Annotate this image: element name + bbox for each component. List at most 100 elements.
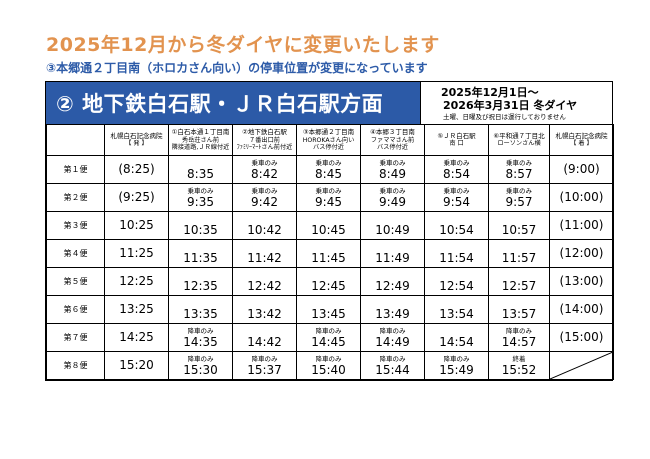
boarding-note: 乗車のみ — [187, 186, 214, 195]
boarding-note — [425, 215, 488, 223]
stop-time: 降車のみ 15:44 — [360, 351, 425, 380]
time-value: 8:45 — [315, 166, 342, 181]
time-value: 8:42 — [251, 166, 278, 181]
boarding-note: 降車のみ — [315, 326, 342, 335]
departure-time: 14:25 — [104, 323, 169, 352]
stop-time: 乗車のみ 9:35 — [168, 183, 233, 212]
stop-time: 降車のみ 15:37 — [232, 351, 297, 380]
time-value: 13:42 — [247, 306, 282, 321]
trip-row: 第２便 (9:25) 乗車のみ 9:35 乗車のみ 9:42 乗車のみ 9:45 乗車のみ 9:4… — [46, 183, 614, 212]
time-value: 9:57 — [505, 194, 533, 209]
diagonal-slash — [550, 352, 613, 379]
trip-row: 第６便 13:25 13:35 13:42 13:45 13:49 13:54 1… — [46, 295, 614, 324]
stop-time: 12:35 — [168, 267, 233, 296]
boarding-note: 乗車のみ — [443, 158, 470, 167]
stop-time: 乗車のみ 9:42 — [232, 183, 297, 212]
stop-time: 11:49 — [360, 239, 425, 268]
boarding-note: 降車のみ — [187, 326, 214, 335]
boarding-note — [233, 327, 296, 335]
boarding-note — [169, 215, 232, 223]
boarding-note — [297, 215, 360, 223]
stop-time: 乗車のみ 9:57 — [488, 183, 550, 212]
time-value: 8:35 — [187, 166, 214, 181]
boarding-note — [361, 243, 424, 251]
boarding-note — [233, 215, 296, 223]
time-value: 8:57 — [505, 166, 533, 181]
change-announcement-heading: 2025年12月から冬ダイヤに変更いたします — [46, 34, 440, 56]
arrival-time: (13:00) — [549, 267, 614, 296]
time-value: 15:30 — [183, 362, 218, 377]
timetable: 札幌白石記念病院【 発 】 ①白石本通１丁目南 秀岳荘さん前 隣接道路,ＪＲ線付近 … — [46, 124, 614, 380]
time-value: 11:57 — [501, 250, 537, 265]
trip-row: 第５便 12:25 12:35 12:42 12:45 12:49 12:54 1… — [46, 267, 614, 296]
boarding-note — [489, 243, 549, 251]
time-value: 14:54 — [439, 334, 474, 349]
time-value: 13:45 — [311, 306, 346, 321]
trip-row: 第７便 14:25 降車のみ 14:35 14:42 降車のみ 14:45 降車のみ 14:4… — [46, 323, 614, 352]
stop-time: 11:35 — [168, 239, 233, 268]
time-value: 10:49 — [375, 222, 410, 237]
boarding-note — [169, 299, 232, 307]
boarding-note — [425, 243, 488, 251]
boarding-note: 降車のみ — [187, 354, 214, 363]
trip-number: 第８便 — [46, 351, 105, 380]
boarding-note: 乗車のみ — [315, 158, 342, 167]
time-value: 8:49 — [379, 166, 406, 181]
boarding-note — [489, 215, 549, 223]
time-value: 12:57 — [501, 278, 537, 293]
stop-header-row: 札幌白石記念病院【 発 】 ①白石本通１丁目南 秀岳荘さん前 隣接道路,ＪＲ線付近 … — [46, 124, 614, 156]
trip-number: 第２便 — [46, 183, 105, 212]
trip-row: 第４便 11:25 11:35 11:42 11:45 11:49 11:54 1… — [46, 239, 614, 268]
stop-time: 11:54 — [424, 239, 489, 268]
trip-row: 第３便 10:25 10:35 10:42 10:45 10:49 10:54 1… — [46, 211, 614, 240]
boarding-note: 降車のみ — [506, 326, 532, 335]
trip-row: 第８便 15:20 降車のみ 15:30 降車のみ 15:37 降車のみ 15:40 降車のみ 1… — [46, 351, 614, 380]
boarding-note: 乗車のみ — [506, 158, 532, 167]
time-value: 13:54 — [439, 306, 474, 321]
stop-header: ⑥平和通７丁目北 ローソンさん横 — [488, 124, 550, 156]
time-value: 15:37 — [247, 362, 282, 377]
stop-time: 10:49 — [360, 211, 425, 240]
time-value: 14:45 — [311, 334, 346, 349]
stop-time: 12:45 — [296, 267, 361, 296]
time-value: 13:35 — [183, 306, 218, 321]
boarding-note: 乗車のみ — [443, 186, 470, 195]
stop-time: 降車のみ 14:57 — [488, 323, 550, 352]
stop-time: 14:42 — [232, 323, 297, 352]
boarding-note: 降車のみ — [379, 354, 406, 363]
time-value: 9:35 — [187, 194, 214, 209]
boarding-note — [361, 215, 424, 223]
boarding-note — [489, 271, 549, 279]
stop-time: 11:42 — [232, 239, 297, 268]
departure-time: 15:20 — [104, 351, 169, 380]
stop-time: 乗車のみ 8:45 — [296, 155, 361, 184]
time-value: 10:54 — [439, 222, 474, 237]
trip-number: 第５便 — [46, 267, 105, 296]
time-value: 11:35 — [183, 250, 218, 265]
stop-time: 降車のみ 14:49 — [360, 323, 425, 352]
boarding-note — [297, 299, 360, 307]
stop-time: 12:57 — [488, 267, 550, 296]
trip-number: 第３便 — [46, 211, 105, 240]
time-value: 15:44 — [375, 362, 410, 377]
stop-change-notice: ③本郷通２丁目南（ホロカさん向い）の停車位置が変更になっています — [46, 61, 428, 75]
boarding-note: 乗車のみ — [379, 158, 406, 167]
time-value: 13:49 — [375, 306, 410, 321]
trip-number: 第４便 — [46, 239, 105, 268]
time-value: 11:45 — [311, 250, 346, 265]
time-value: 10:35 — [183, 222, 218, 237]
route-title: ② 地下鉄白石駅・ＪＲ白石駅方面 — [56, 92, 384, 116]
time-value: 13:57 — [501, 306, 537, 321]
time-value: 11:54 — [439, 250, 474, 265]
stop-time: 11:57 — [488, 239, 550, 268]
stop-header: ⑤ＪＲ白石駅南 口 — [424, 124, 489, 156]
stop-header: ②地下鉄白石駅 ７番出口前 ﾌｧﾐﾘｰﾏｰﾄさん前付近 — [232, 124, 297, 156]
boarding-note — [489, 299, 549, 307]
boarding-note: 降車のみ — [251, 354, 278, 363]
boarding-note: 乗車のみ — [506, 186, 532, 195]
period-end: 2026年3月31日 冬ダイヤ — [443, 99, 578, 112]
time-value: 12:54 — [439, 278, 474, 293]
stop-time: 12:49 — [360, 267, 425, 296]
no-service-note: 土曜、日曜及び祝日は運行しておりません — [443, 113, 566, 121]
departure-time: (9:25) — [104, 183, 169, 212]
